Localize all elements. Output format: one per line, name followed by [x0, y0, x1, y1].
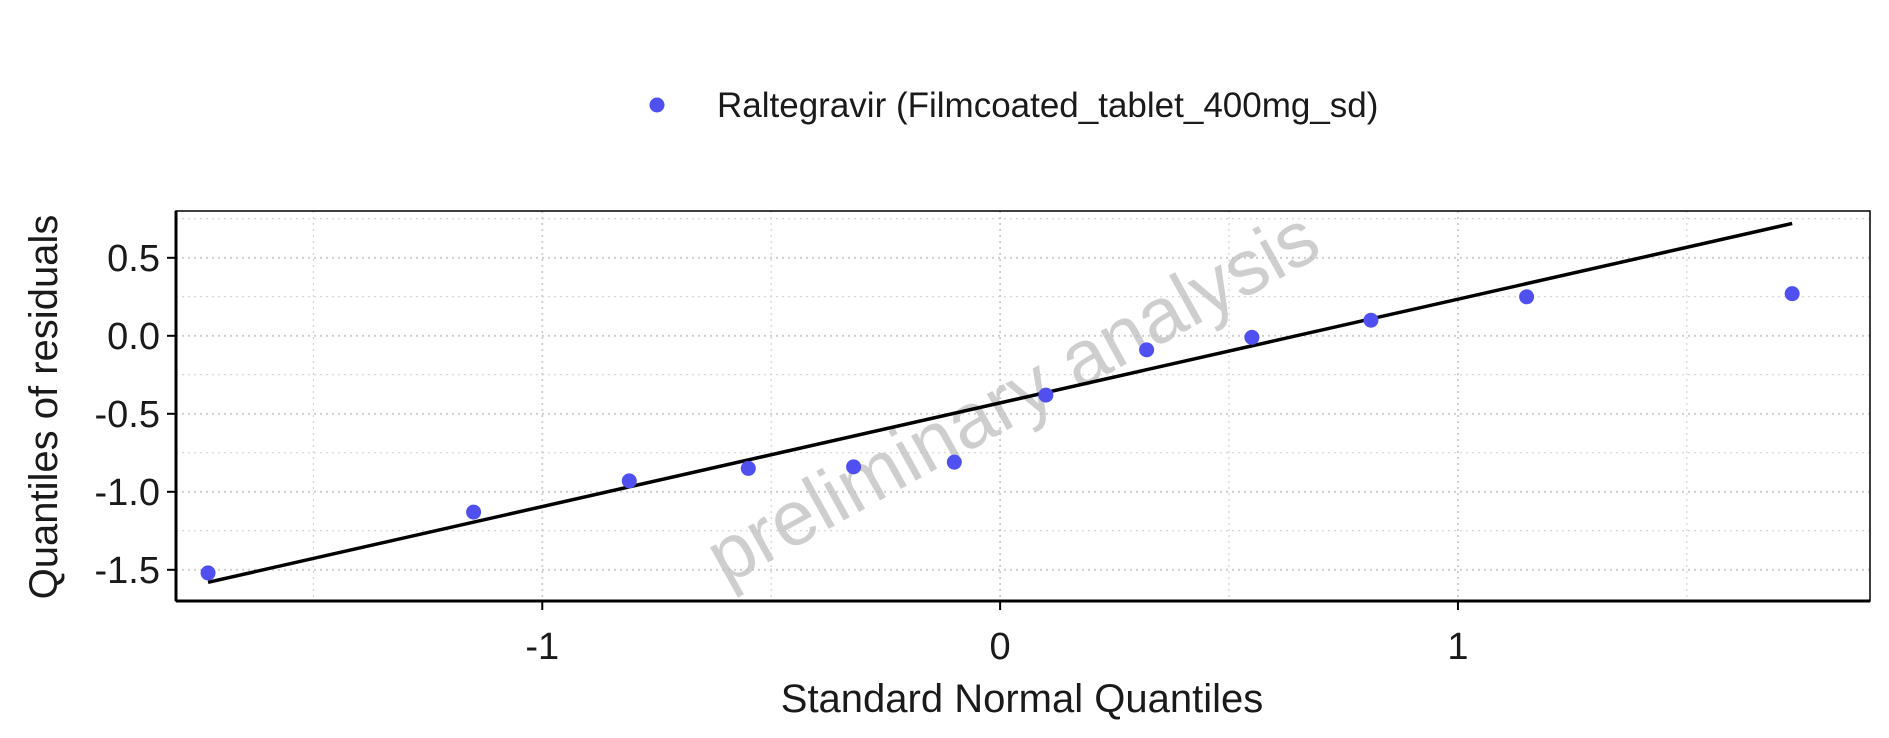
- watermark: preliminary analysis: [691, 192, 1333, 601]
- legend-label: Raltegravir (Filmcoated_tablet_400mg_sd): [717, 86, 1378, 125]
- data-point: [846, 459, 862, 475]
- y-tick-label: -1.5: [95, 550, 160, 592]
- axes: [167, 210, 1871, 610]
- tick-labels: -1.5 -1.0 -0.5 0.0 0.5 -1 0 1: [95, 238, 1469, 668]
- data-point: [1244, 329, 1260, 345]
- x-tick-label: 1: [1447, 626, 1468, 668]
- y-tick-label: -1.0: [95, 472, 160, 514]
- watermark-layer: preliminary analysis: [691, 192, 1333, 601]
- grid: [176, 211, 1870, 601]
- y-axis-title: Quantiles of residuals: [22, 215, 66, 600]
- legend: Raltegravir (Filmcoated_tablet_400mg_sd): [649, 86, 1378, 125]
- reference-line: [207, 221, 1793, 584]
- data-point: [1363, 312, 1379, 328]
- data-point: [466, 504, 482, 520]
- y-tick-label: 0.5: [107, 238, 160, 280]
- marks: [200, 221, 1800, 584]
- x-tick-label: -1: [525, 626, 559, 668]
- y-tick-label: -0.5: [95, 394, 160, 436]
- legend-marker: [649, 97, 665, 113]
- data-point: [200, 565, 216, 581]
- data-point: [621, 473, 637, 489]
- data-point: [1139, 342, 1155, 358]
- data-point: [1519, 289, 1535, 305]
- x-tick-label: 0: [990, 626, 1011, 668]
- data-point: [1038, 387, 1054, 403]
- data-point: [1784, 286, 1800, 302]
- y-tick-label: 0.0: [107, 316, 160, 358]
- data-point: [946, 454, 962, 470]
- data-point: [740, 460, 756, 476]
- x-axis-title: Standard Normal Quantiles: [781, 677, 1263, 721]
